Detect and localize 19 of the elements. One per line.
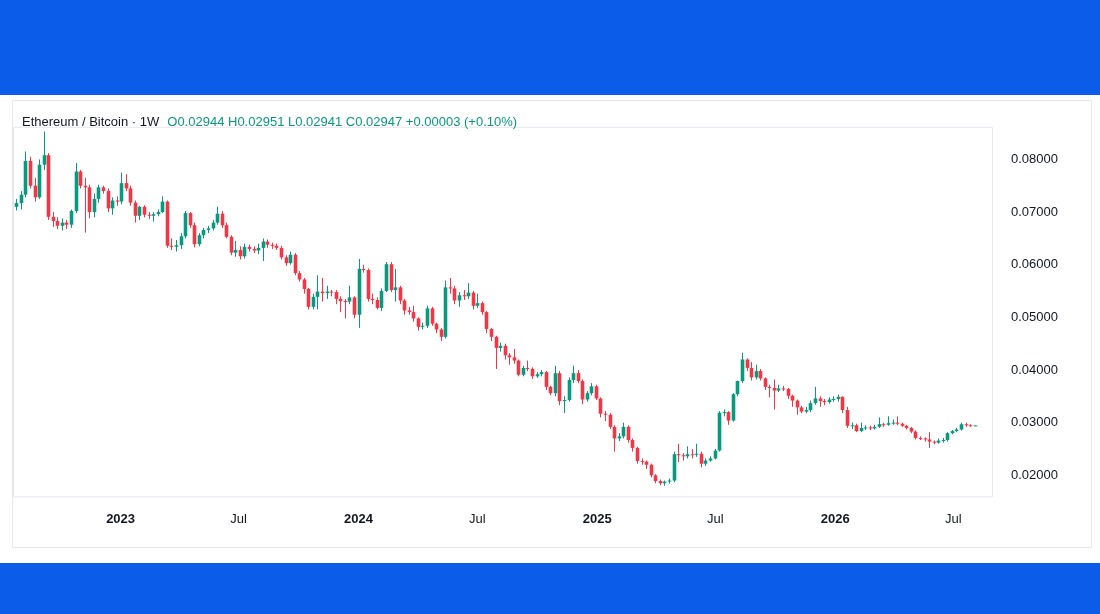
candlestick xyxy=(393,268,398,303)
y-tick-label: 0.06000 xyxy=(1011,256,1058,272)
y-tick-label: 0.08000 xyxy=(1011,151,1058,167)
x-tick-label: Jul xyxy=(468,510,486,526)
y-tick-label: 0.04000 xyxy=(1011,361,1058,377)
y-tick-label: 0.02000 xyxy=(1011,466,1058,482)
x-tick-label: 2023 xyxy=(106,510,136,526)
x-tick-label: Jul xyxy=(706,510,724,526)
y-tick-label: 0.07000 xyxy=(1011,203,1058,219)
y-tick-label: 0.05000 xyxy=(1011,308,1058,324)
x-tick-label: 2024 xyxy=(344,510,374,526)
chart-title: Ethereum / Bitcoin · 1W xyxy=(22,114,160,129)
x-tick-label: 2025 xyxy=(582,510,612,526)
x-tick-label: Jul xyxy=(230,510,248,526)
annotation: O0.02944 H0.02951 L0.02941 C0.02947 +0.00003 (+0.10%) xyxy=(167,114,518,129)
x-tick-label: Jul xyxy=(944,510,962,526)
candlestick xyxy=(347,285,352,305)
x-tick-label: 2026 xyxy=(820,510,850,526)
y-tick-label: 0.03000 xyxy=(1011,414,1058,430)
